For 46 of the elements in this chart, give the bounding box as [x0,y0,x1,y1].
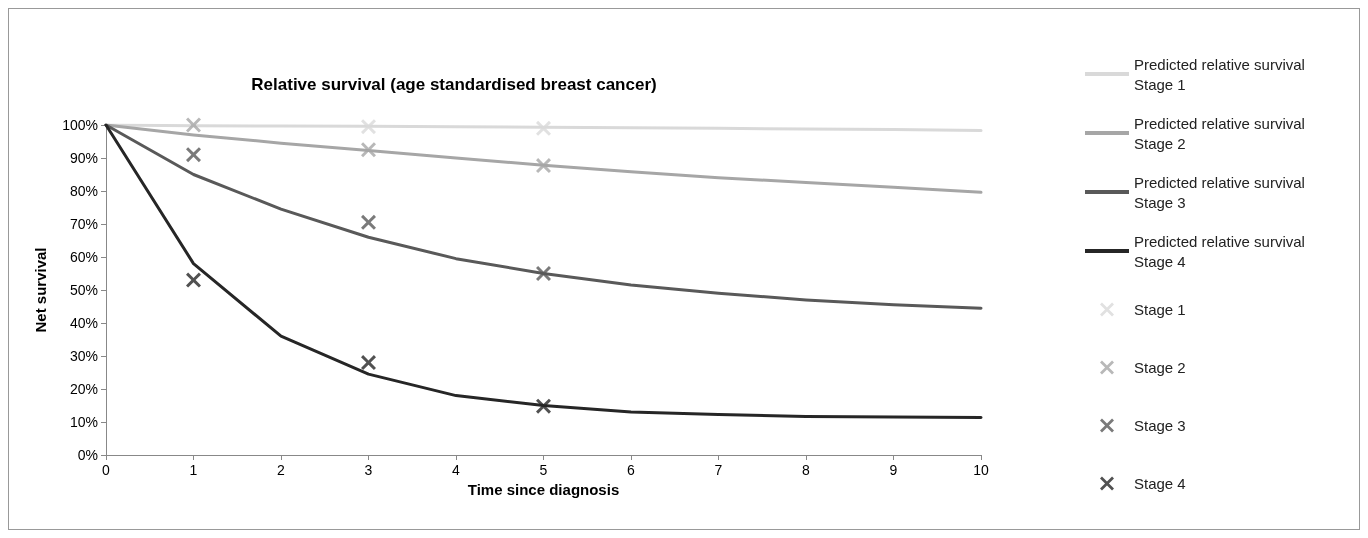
y-tick-label: 0% [77,447,98,463]
point [536,266,551,281]
x-tick-label: 9 [889,462,898,478]
x-tick-label: 7 [714,462,723,478]
y-tick-label: 30% [69,348,98,364]
point [536,120,551,136]
point [361,355,376,371]
legend-label: Stage 4 [1134,475,1186,492]
point [186,147,201,163]
x-tick-label: 1 [189,462,198,478]
point [361,214,376,230]
point [361,119,376,135]
y-tick-label: 10% [69,414,98,430]
x-tick-label: 2 [277,462,286,478]
legend-label: Stage 3 [1134,417,1186,434]
y-axis-title: Net survival [32,247,49,333]
y-tick-label: 90% [69,150,98,166]
legend-label: Predicted relative survival Stage 4 [1134,232,1310,270]
legend-label: Stage 2 [1134,359,1186,376]
point [361,142,376,158]
line-series [104,123,983,419]
x-tick-label: 4 [452,462,461,478]
x-axis-title: Time since diagnosis [467,480,620,498]
x-tick-label: 5 [539,462,548,478]
y-tick-label: 20% [69,381,98,397]
x-tick-label: 8 [802,462,811,478]
y-tick-label: 80% [69,183,98,199]
y-tick-label: 50% [69,282,98,298]
y-tick-label: 40% [69,315,98,331]
x-tick-label: 10 [973,462,989,478]
legend-label: Stage 1 [1134,301,1186,318]
x-tick-label: 0 [102,462,111,478]
legend-label: Predicted relative survival Stage 1 [1134,55,1310,93]
x-tick-label: 3 [364,462,373,478]
y-tick-label: 70% [69,216,98,232]
point [186,272,201,288]
legend-label: Predicted relative survival Stage 2 [1134,114,1310,152]
line-series [104,123,983,310]
chart-title: Relative survival (age standardised breast cancer) [251,75,657,94]
y-tick-label: 60% [69,249,98,265]
point [536,158,551,174]
point [536,398,551,414]
y-tick-label: 100% [62,117,98,133]
x-tick-label: 6 [627,462,636,478]
point [186,117,201,133]
legend-label: Predicted relative survival Stage 3 [1134,173,1310,211]
